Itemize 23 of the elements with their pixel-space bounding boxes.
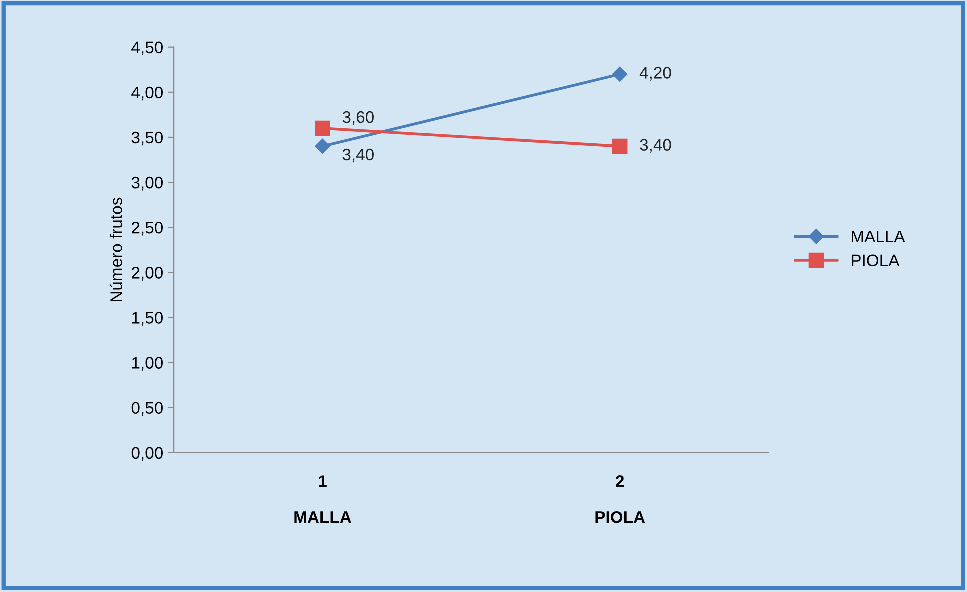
y-tick-label: 2,50 bbox=[132, 222, 163, 236]
y-tick-label: 1,50 bbox=[132, 312, 163, 326]
y-axis-title: Número frutos bbox=[110, 198, 122, 302]
data-label: 3,40 bbox=[640, 139, 672, 153]
y-tick-label: 0,00 bbox=[132, 447, 163, 462]
y-tick-label: 4,00 bbox=[132, 86, 163, 101]
y-tick-label: 0,50 bbox=[132, 402, 163, 416]
category-label: 1 MALLA bbox=[294, 476, 352, 524]
category-label: 2 PIOLA bbox=[596, 476, 646, 524]
y-tick-label: 3,50 bbox=[132, 132, 163, 146]
y-tick-label: 4,50 bbox=[132, 42, 163, 56]
point bbox=[612, 138, 628, 154]
y-tick-label: 3,00 bbox=[132, 176, 163, 191]
point bbox=[315, 138, 330, 154]
point bbox=[612, 66, 628, 82]
legend-label: MALLA bbox=[852, 231, 906, 242]
point bbox=[315, 120, 330, 136]
data-label: 3,60 bbox=[342, 111, 374, 126]
data-label: 4,20 bbox=[640, 67, 672, 81]
legend-label: PIOLA bbox=[852, 254, 900, 267]
data-label: 3,40 bbox=[342, 148, 374, 163]
y-tick-label: 1,00 bbox=[132, 357, 163, 371]
y-tick-label: 2,00 bbox=[132, 267, 163, 281]
